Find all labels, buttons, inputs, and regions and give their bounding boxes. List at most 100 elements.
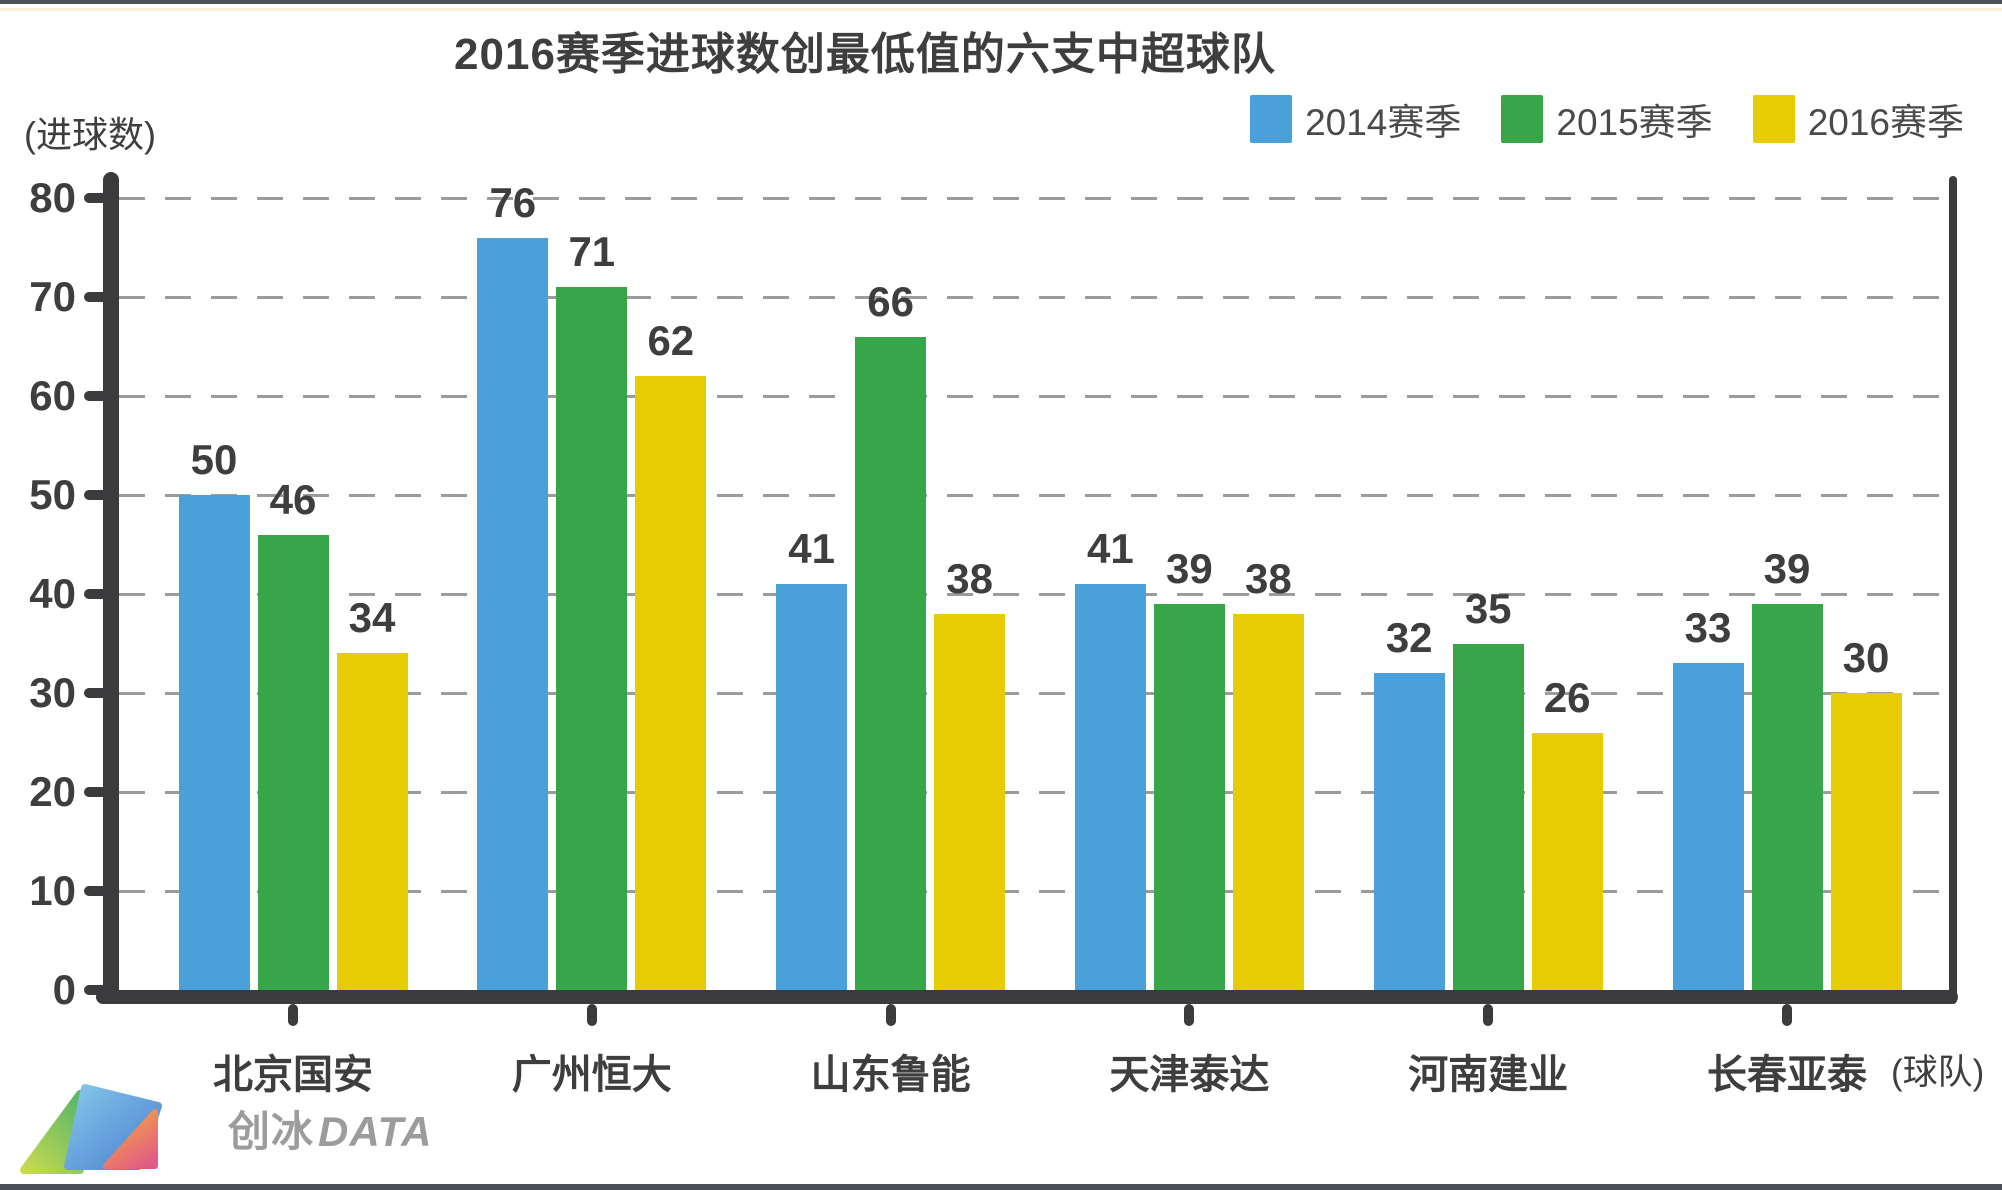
plot-right-border <box>1949 176 1957 1004</box>
legend-label: 2014赛季 <box>1305 102 1462 143</box>
gridline-80 <box>119 196 1950 200</box>
y-axis-tick-label: 0 <box>52 966 76 1013</box>
y-axis-tick-80 <box>84 193 108 203</box>
bar-天津泰达-2016赛季 <box>1232 613 1304 990</box>
bar-value-label: 38 <box>1245 554 1292 602</box>
gridline-50 <box>119 493 1950 497</box>
legend-label: 2016赛季 <box>1807 102 1964 143</box>
legend-item-2016赛季: 2016赛季 <box>1752 92 1964 146</box>
x-axis-tick-广州恒大 <box>586 1004 597 1026</box>
gridline-70 <box>119 295 1950 299</box>
bar-山东鲁能-2014赛季 <box>776 584 848 990</box>
x-axis-tick-天津泰达 <box>1184 1004 1195 1026</box>
bar-山东鲁能-2016赛季 <box>934 613 1006 990</box>
top-border-strip <box>0 0 2002 4</box>
legend-swatch-2016 <box>1752 95 1795 143</box>
x-category-label-北京国安: 北京国安 <box>213 1053 373 1097</box>
y-axis-tick-60 <box>84 391 108 401</box>
legend-swatch-2014 <box>1250 95 1293 143</box>
y-axis-tick-label: 10 <box>29 867 76 914</box>
x-category-label-山东鲁能: 山东鲁能 <box>810 1053 971 1097</box>
bar-天津泰达-2014赛季 <box>1074 584 1146 990</box>
bar-value-label: 33 <box>1684 604 1732 652</box>
y-axis-tick-30 <box>84 688 108 698</box>
legend-item-2015赛季: 2015赛季 <box>1501 92 1713 146</box>
bar-value-label: 39 <box>1763 544 1811 592</box>
bar-河南建业-2015赛季 <box>1452 643 1524 990</box>
bar-value-label: 32 <box>1385 614 1433 662</box>
x-axis-tick-河南建业 <box>1483 1004 1494 1026</box>
brand-logo-text-en: DATA <box>318 1107 433 1155</box>
bar-value-label: 46 <box>269 475 317 523</box>
y-axis-tick-label: 30 <box>29 669 76 716</box>
x-category-label-天津泰达: 天津泰达 <box>1109 1053 1270 1097</box>
gridline-30 <box>119 691 1950 695</box>
x-category-label-广州恒大: 广州恒大 <box>511 1053 672 1097</box>
y-axis-tick-50 <box>84 490 108 500</box>
bar-value-label: 62 <box>647 317 695 365</box>
bar-河南建业-2014赛季 <box>1373 673 1445 990</box>
y-axis-tick-70 <box>84 292 108 302</box>
y-axis-tick-0 <box>84 985 108 995</box>
bar-河南建业-2016赛季 <box>1531 732 1603 990</box>
x-category-label-长春亚泰: 长春亚泰 <box>1707 1053 1867 1097</box>
gridline-60 <box>119 394 1950 398</box>
brand-logo-icon <box>20 1084 162 1174</box>
bar-value-label: 50 <box>190 436 238 483</box>
y-axis-tick-label: 70 <box>29 273 76 320</box>
bar-长春亚泰-2015赛季 <box>1751 603 1823 990</box>
bottom-border-strip <box>0 1184 2002 1190</box>
bar-value-label: 34 <box>348 594 396 642</box>
y-axis-tick-20 <box>84 787 108 797</box>
bar-value-label: 71 <box>568 228 616 276</box>
bar-value-label: 41 <box>1087 525 1134 573</box>
legend: 2014赛季 2015赛季 2016赛季 <box>1250 92 1964 146</box>
bar-value-label: 26 <box>1543 673 1591 721</box>
y-axis-unit-label: (进球数) <box>24 114 156 155</box>
gridline-20 <box>119 790 1950 794</box>
y-axis-tick-label: 40 <box>29 570 76 617</box>
bar-北京国安-2015赛季 <box>257 534 329 990</box>
bar-长春亚泰-2014赛季 <box>1672 663 1744 990</box>
y-axis-tick-label: 60 <box>29 372 76 419</box>
y-axis-tick-label: 20 <box>29 768 76 815</box>
bar-value-label: 38 <box>946 554 993 602</box>
x-axis-tick-长春亚泰 <box>1782 1004 1792 1026</box>
bar-value-label: 39 <box>1166 544 1213 592</box>
bar-value-label: 41 <box>788 525 835 573</box>
brand-logo: 创冰DATA <box>18 1078 432 1178</box>
bar-广州恒大-2014赛季 <box>477 237 549 990</box>
bar-广州恒大-2016赛季 <box>635 376 707 990</box>
x-axis-tick-山东鲁能 <box>885 1004 896 1026</box>
legend-swatch-2015 <box>1501 95 1544 143</box>
bar-value-label: 35 <box>1464 584 1512 632</box>
bar-value-label: 30 <box>1842 634 1890 681</box>
gridline-40 <box>119 592 1950 596</box>
brand-logo-text-cn: 创冰 <box>228 1107 315 1155</box>
bar-山东鲁能-2015赛季 <box>855 336 927 990</box>
bar-广州恒大-2015赛季 <box>556 287 628 990</box>
y-axis-line <box>103 172 119 1004</box>
y-axis-tick-40 <box>84 589 108 599</box>
legend-label: 2015赛季 <box>1556 102 1713 143</box>
bar-北京国安-2016赛季 <box>336 653 408 990</box>
x-axis-tick-北京国安 <box>288 1004 298 1026</box>
x-axis-line <box>96 990 1958 1004</box>
y-axis-tick-10 <box>84 886 108 896</box>
x-category-label-河南建业: 河南建业 <box>1408 1053 1569 1097</box>
legend-item-2014赛季: 2014赛季 <box>1250 92 1461 146</box>
bar-value-label: 66 <box>867 277 914 325</box>
bar-北京国安-2014赛季 <box>178 495 250 990</box>
bar-value-label: 76 <box>489 178 537 226</box>
decor-line <box>0 8 2002 11</box>
brand-logo-text: 创冰DATA <box>228 1098 432 1159</box>
x-axis-unit-label: (球队) <box>1891 1053 1985 1092</box>
y-axis-tick-label: 50 <box>29 471 76 518</box>
bar-长春亚泰-2016赛季 <box>1830 693 1902 990</box>
y-axis-tick-label: 80 <box>29 174 76 221</box>
gridline-10 <box>119 889 1950 893</box>
chart-title: 2016赛季进球数创最低值的六支中超球队 <box>454 30 1276 79</box>
bar-天津泰达-2015赛季 <box>1153 603 1225 990</box>
